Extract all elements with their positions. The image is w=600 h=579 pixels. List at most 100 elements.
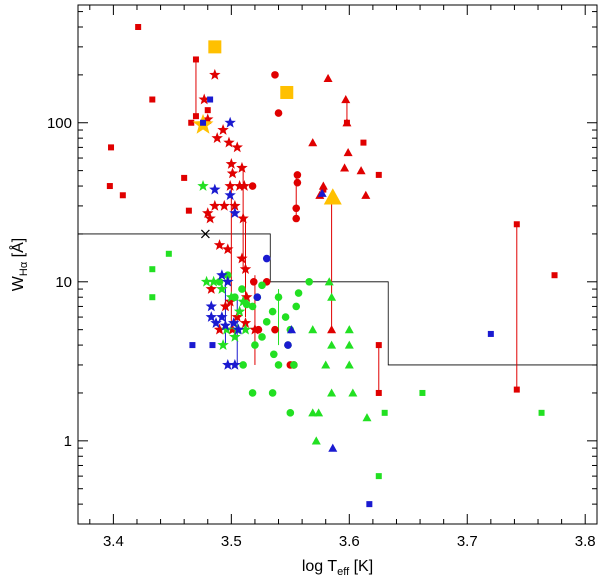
red-star-marker	[204, 212, 216, 224]
red-star-marker	[226, 167, 239, 179]
red-square-marker	[513, 221, 520, 228]
green-circle-marker	[231, 293, 239, 302]
green-circle-marker	[268, 307, 277, 316]
green-square-marker	[419, 389, 426, 396]
red-star-marker	[224, 180, 236, 191]
red-circle-marker	[271, 325, 279, 334]
blue-star-marker	[229, 358, 241, 370]
green-square-marker	[149, 294, 156, 301]
blue-star-marker	[222, 358, 234, 370]
red-star-marker	[239, 263, 252, 275]
green-triangle-marker	[348, 388, 358, 397]
green-triangle-marker	[324, 277, 334, 286]
red-circle-marker	[254, 325, 263, 334]
red-star-marker	[239, 317, 252, 328]
blue-star-marker	[205, 311, 217, 322]
green-triangle-marker	[327, 292, 337, 301]
blue-star-marker	[210, 317, 222, 328]
green-circle-marker	[258, 333, 266, 341]
red-square-marker	[375, 342, 382, 349]
green-star-marker	[239, 323, 252, 335]
red-star-marker	[213, 239, 226, 250]
green-star-marker	[216, 283, 228, 294]
blue-star-marker	[232, 323, 245, 335]
red-star-marker	[198, 93, 210, 105]
red-square-marker	[108, 144, 115, 151]
red-star-marker	[209, 68, 221, 80]
red-circle-marker	[293, 171, 302, 179]
y-tick-label: 1	[64, 433, 72, 450]
red-star-marker	[218, 199, 230, 211]
red-star-marker	[211, 132, 223, 144]
blue-star-marker	[219, 319, 232, 331]
red-star-marker	[213, 323, 226, 335]
red-square-marker	[149, 96, 156, 103]
green-circle-marker	[268, 389, 277, 397]
blue-square-marker	[207, 96, 214, 103]
red-star-marker	[238, 180, 251, 191]
green-triangle-marker	[321, 360, 331, 369]
data-points	[106, 23, 558, 508]
green-circle-marker	[238, 285, 246, 293]
red-triangle-marker	[341, 95, 351, 104]
red-square-marker	[119, 192, 126, 199]
green-triangle-marker	[344, 340, 354, 349]
blue-triangle-marker	[286, 325, 296, 334]
red-star-marker	[236, 252, 248, 264]
green-star-marker	[200, 275, 213, 287]
x-tick-label: 3.6	[339, 533, 360, 550]
green-circle-marker	[274, 361, 283, 369]
red-circle-marker	[274, 109, 283, 117]
red-star-marker	[225, 158, 238, 169]
red-square-marker	[192, 56, 199, 63]
y-tick-label: 100	[47, 115, 72, 132]
threshold-polyline	[78, 233, 597, 366]
green-triangle-marker	[308, 325, 318, 334]
red-circle-marker	[249, 277, 258, 286]
red-square-marker	[192, 113, 199, 120]
orange-triangle-marker	[323, 188, 342, 205]
red-square-marker	[375, 171, 382, 178]
orange-square-marker	[280, 85, 294, 99]
green-circle-marker	[239, 361, 247, 369]
green-square-marker	[149, 266, 156, 273]
green-circle-marker	[274, 293, 283, 302]
red-star-marker	[229, 199, 241, 211]
blue-square-marker	[189, 342, 196, 349]
green-circle-marker	[292, 302, 301, 311]
green-circle-marker	[286, 409, 295, 417]
x-tick-label: 3.5	[221, 533, 242, 550]
green-star-marker	[207, 275, 220, 287]
green-circle-marker	[305, 277, 313, 286]
green-circle-marker	[242, 300, 251, 309]
blue-circle-marker	[253, 293, 262, 302]
blue-star-marker	[205, 300, 217, 312]
green-circle-marker	[281, 313, 290, 321]
red-star-marker	[233, 180, 246, 191]
green-triangle-marker	[311, 436, 321, 445]
y-axis-label: WHα [Å]	[8, 238, 30, 291]
blue-square-marker	[209, 342, 216, 349]
red-square-marker	[181, 174, 188, 181]
green-circle-marker	[258, 281, 266, 290]
blue-star-marker	[224, 189, 236, 201]
red-square-marker	[375, 389, 382, 396]
red-star-marker	[237, 212, 249, 224]
blue-square-marker	[200, 119, 207, 126]
green-triangle-marker	[344, 325, 354, 334]
y-tick-label: 10	[55, 274, 72, 291]
red-star-marker	[231, 141, 243, 153]
orange-square-marker	[208, 40, 222, 54]
blue-circle-marker	[284, 341, 292, 349]
blue-star-marker	[209, 183, 221, 195]
red-square-marker	[106, 183, 113, 190]
x-tick-label: 3.7	[457, 533, 478, 550]
red-square-marker	[185, 207, 192, 214]
red-star-marker	[236, 161, 248, 173]
x-tick-label: 3.8	[575, 533, 596, 550]
red-triangle-marker	[323, 73, 333, 83]
green-triangle-marker	[314, 408, 324, 417]
green-triangle-marker	[362, 413, 372, 422]
red-triangle-marker	[343, 148, 353, 157]
